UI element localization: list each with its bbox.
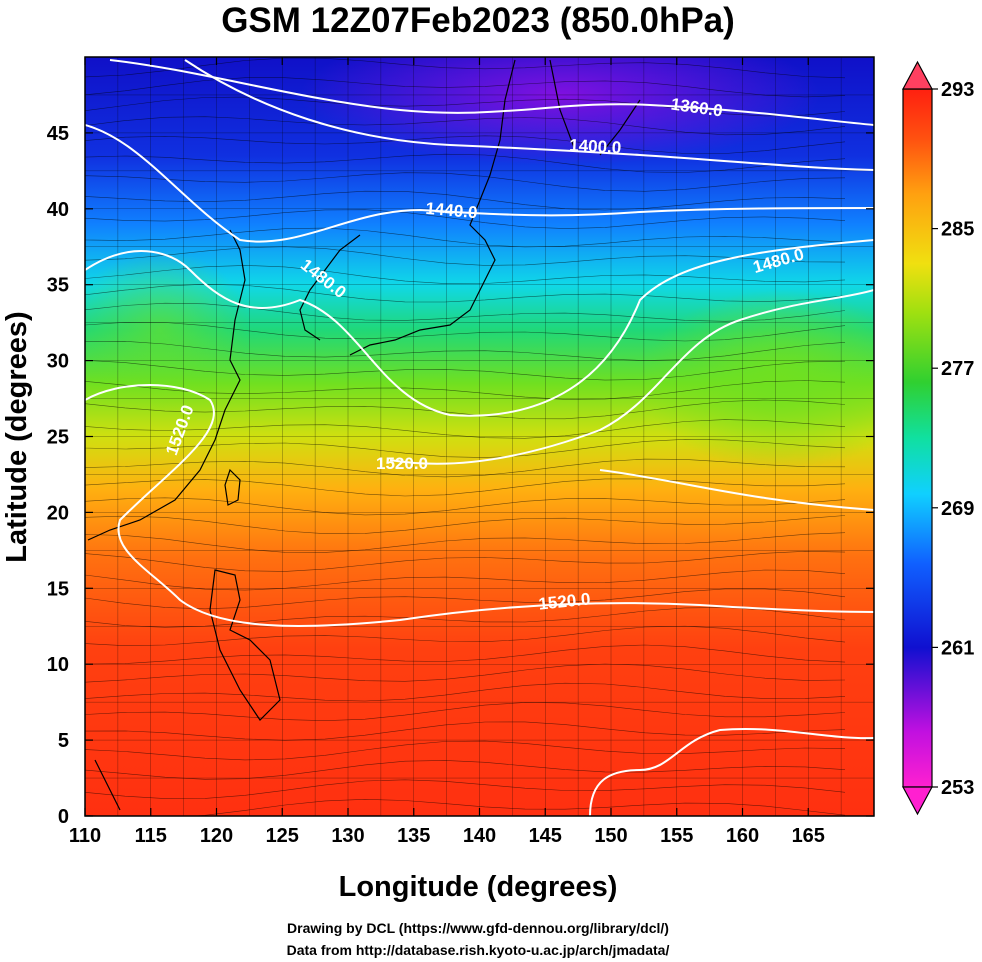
x-tick-label: 145 xyxy=(529,825,562,847)
y-tick-label: 35 xyxy=(47,275,69,297)
y-tick-label: 10 xyxy=(47,654,69,676)
temperature-field xyxy=(85,57,874,816)
wind-streamline xyxy=(85,607,846,628)
wind-streamline xyxy=(85,798,846,816)
wind-streamline xyxy=(85,569,846,591)
x-tick-label: 125 xyxy=(266,825,299,847)
wind-streamline xyxy=(85,588,846,610)
credit-line-1: Drawing by DCL (https://www.gfd-dennou.o… xyxy=(287,920,669,936)
wind-streamline xyxy=(85,419,846,439)
coastlines xyxy=(87,59,641,811)
contour-label: 1400.0 xyxy=(569,136,622,158)
colorbar-scale xyxy=(902,88,933,788)
wind-streamline xyxy=(85,438,846,458)
wind-streamline xyxy=(85,227,846,248)
contour-label: 1520.0 xyxy=(376,454,428,473)
y-tick-label: 5 xyxy=(58,730,69,752)
wind-streamline xyxy=(85,721,846,741)
wind-streamline xyxy=(85,172,846,192)
wind-streamline xyxy=(85,135,846,154)
x-tick-label: 160 xyxy=(726,825,759,847)
wind-streamline xyxy=(85,246,846,266)
grid-lines xyxy=(85,57,874,816)
wind-streamline xyxy=(85,116,846,136)
x-tick-label: 115 xyxy=(135,825,167,847)
wind-streamline xyxy=(85,532,846,553)
colorbar-tick-label: 285 xyxy=(941,219,974,241)
wind-streamline xyxy=(85,265,846,284)
wind-streamline xyxy=(85,359,846,381)
y-tick-label: 40 xyxy=(47,199,69,221)
colorbar-tick-label: 261 xyxy=(941,637,974,659)
credit-line-2: Data from http://database.rish.kyoto-u.a… xyxy=(287,942,670,958)
x-tick-label: 135 xyxy=(397,825,430,847)
contour-label: 1440.0 xyxy=(425,199,478,222)
wind-streamline xyxy=(85,779,846,799)
wind-streamline xyxy=(85,399,846,420)
x-tick-label: 120 xyxy=(200,825,233,847)
x-tick-label: 140 xyxy=(463,825,496,847)
colorbar-max-arrow xyxy=(901,60,934,90)
wind-streamline xyxy=(85,515,846,535)
wind-streamline xyxy=(85,458,846,478)
wind-streamline xyxy=(85,740,846,761)
colorbar-tick-label: 253 xyxy=(941,777,974,799)
y-tick-label: 30 xyxy=(47,351,69,373)
wind-streamline xyxy=(85,190,846,211)
wind-streamline xyxy=(85,283,846,303)
wind-streamline xyxy=(85,380,846,400)
y-axis-label: Latitude (degrees) xyxy=(1,311,33,562)
wind-streamlines xyxy=(85,57,846,816)
y-tick-label: 20 xyxy=(47,502,69,524)
wind-streamline xyxy=(85,497,846,516)
x-tick-label: 130 xyxy=(331,825,364,847)
x-tick-label: 155 xyxy=(660,825,693,847)
wind-streamline xyxy=(85,663,846,683)
x-tick-label: 165 xyxy=(792,825,825,847)
wind-streamline xyxy=(85,96,846,117)
wind-streamline xyxy=(85,321,846,342)
colorbar: 253 261 269 277 285 293 xyxy=(901,60,974,816)
y-tick-label: 25 xyxy=(47,427,69,449)
colorbar-tick-label: 293 xyxy=(941,79,974,101)
x-axis-label: Longitude (degrees) xyxy=(339,871,618,903)
y-tick-label: 15 xyxy=(47,578,69,600)
wind-streamline xyxy=(85,550,846,572)
colorbar-tick-label: 277 xyxy=(941,358,974,380)
colorbar-tick-label: 269 xyxy=(941,498,974,520)
wind-streamline xyxy=(85,57,846,79)
wind-streamline xyxy=(85,625,846,647)
x-tick-label: 110 xyxy=(69,825,101,847)
x-axis: 110 115 120 125 130 135 140 145 150 155 160 165 xyxy=(69,57,825,847)
wind-streamline xyxy=(85,644,846,665)
wind-streamline xyxy=(85,77,846,98)
map-title: GSM 12Z07Feb2023 (850.0hPa) xyxy=(221,1,735,40)
x-tick-label: 150 xyxy=(594,825,627,847)
wind-streamline xyxy=(85,209,846,229)
wind-streamline xyxy=(85,478,846,497)
wind-streamline xyxy=(85,340,846,361)
height-contours xyxy=(85,59,874,816)
y-axis: 0 5 10 15 20 25 30 35 40 45 xyxy=(47,123,874,828)
y-tick-label: 0 xyxy=(58,806,69,828)
y-tick-label: 45 xyxy=(47,123,69,145)
wind-streamline xyxy=(85,702,846,722)
wind-streamline xyxy=(85,302,846,322)
colorbar-min-arrow xyxy=(901,786,934,816)
wind-streamline xyxy=(85,682,846,702)
